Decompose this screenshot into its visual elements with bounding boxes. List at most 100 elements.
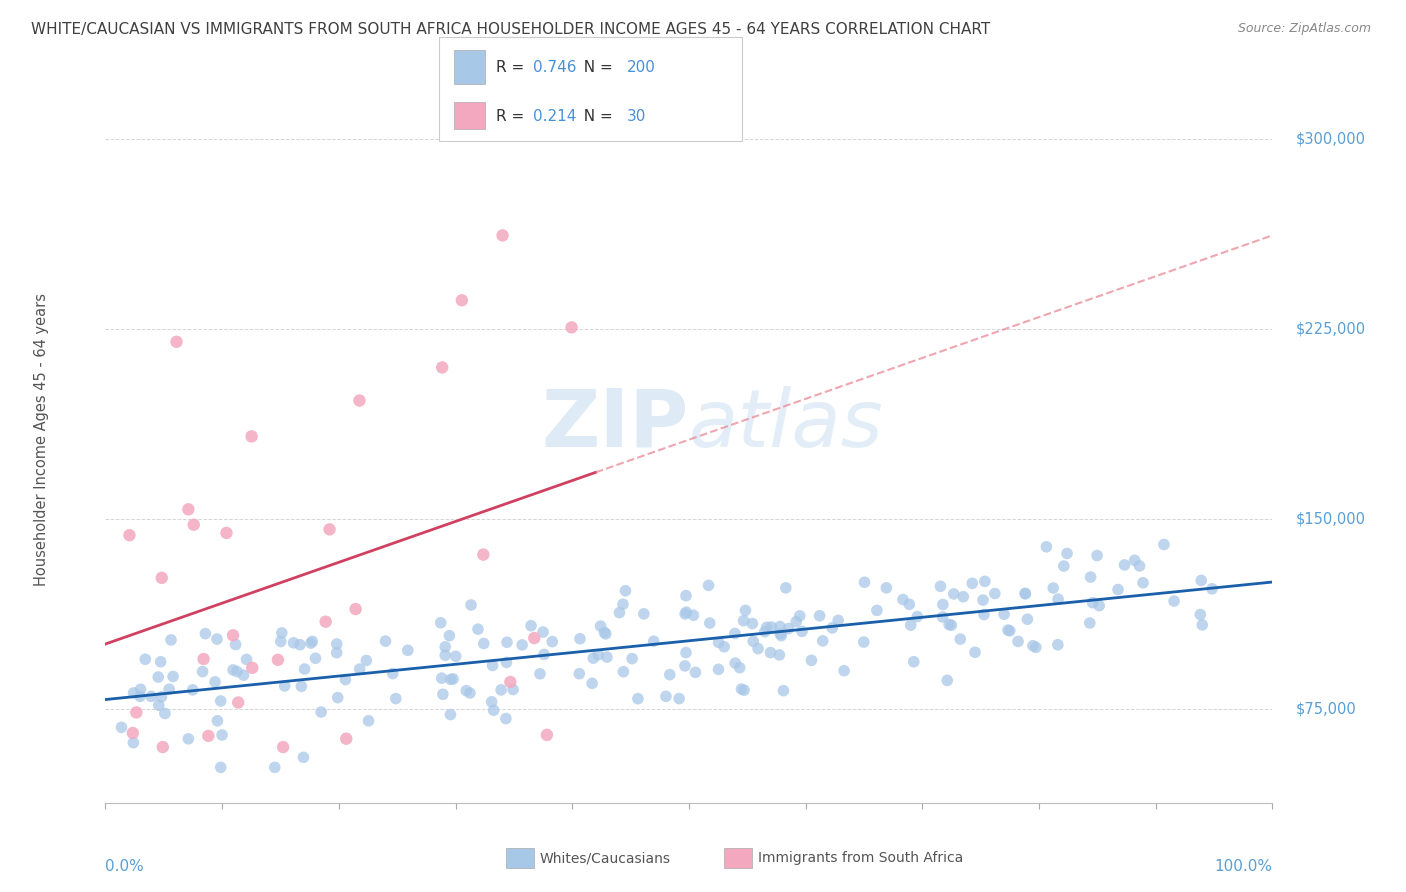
Point	[1053, 559, 1076, 574]
Point	[326, 690, 349, 705]
Point	[215, 525, 238, 540]
Point	[153, 706, 176, 721]
Point	[811, 633, 834, 648]
Point	[741, 616, 763, 631]
Point	[263, 760, 285, 774]
Text: Whites/Caucasians: Whites/Caucasians	[540, 851, 671, 865]
Point	[309, 705, 332, 719]
Point	[374, 634, 396, 648]
Point	[226, 696, 249, 710]
Point	[972, 593, 994, 607]
Point	[905, 609, 928, 624]
Point	[356, 653, 378, 667]
Text: 100.0%: 100.0%	[1215, 858, 1272, 873]
Point	[938, 617, 960, 632]
Point	[1088, 599, 1111, 613]
Point	[385, 691, 408, 706]
Point	[430, 360, 453, 375]
Text: R =: R =	[496, 109, 530, 124]
Point	[931, 610, 953, 624]
Point	[193, 652, 215, 666]
Point	[222, 628, 245, 642]
Point	[769, 627, 792, 641]
Point	[434, 640, 457, 654]
Point	[491, 228, 513, 243]
Point	[1132, 575, 1154, 590]
Point	[197, 729, 219, 743]
Point	[499, 675, 522, 690]
Point	[775, 581, 797, 595]
Point	[673, 607, 696, 621]
Point	[891, 592, 914, 607]
Point	[209, 694, 232, 708]
Text: R =: R =	[496, 60, 530, 75]
Point	[960, 576, 983, 591]
Point	[122, 686, 145, 700]
Point	[755, 620, 778, 634]
Point	[194, 626, 217, 640]
Point	[1080, 570, 1102, 584]
Point	[675, 646, 697, 660]
Point	[325, 646, 347, 660]
Point	[627, 691, 650, 706]
Point	[707, 662, 730, 676]
Point	[125, 706, 148, 720]
Text: 0.214: 0.214	[533, 109, 576, 124]
Point	[496, 635, 519, 649]
Point	[129, 690, 152, 704]
Point	[827, 613, 849, 627]
Point	[270, 626, 292, 640]
Point	[963, 645, 986, 659]
Point	[1056, 546, 1078, 560]
Point	[568, 666, 591, 681]
Point	[290, 679, 312, 693]
Point	[998, 624, 1021, 638]
Point	[1046, 638, 1069, 652]
Point	[482, 703, 505, 717]
Point	[973, 574, 995, 589]
Point	[225, 638, 247, 652]
Point	[941, 618, 963, 632]
Point	[675, 605, 697, 619]
Point	[595, 627, 617, 641]
Point	[997, 623, 1019, 637]
Point	[177, 731, 200, 746]
Point	[134, 652, 156, 666]
Point	[1017, 612, 1039, 626]
Point	[444, 649, 467, 664]
Point	[733, 683, 755, 698]
Point	[204, 674, 226, 689]
Point	[326, 637, 349, 651]
Point	[129, 682, 152, 697]
Point	[335, 731, 357, 746]
Point	[658, 667, 681, 681]
Point	[761, 620, 783, 634]
Point	[162, 669, 184, 683]
Point	[1081, 596, 1104, 610]
Point	[903, 655, 925, 669]
Point	[205, 632, 228, 646]
Point	[183, 517, 205, 532]
Point	[673, 658, 696, 673]
Point	[441, 672, 464, 686]
Point	[148, 670, 170, 684]
Point	[531, 625, 554, 640]
Point	[529, 666, 551, 681]
Text: N =: N =	[574, 109, 617, 124]
Point	[1014, 586, 1036, 600]
Point	[561, 320, 583, 334]
Point	[614, 583, 637, 598]
Point	[852, 635, 875, 649]
Point	[747, 641, 769, 656]
Point	[181, 682, 204, 697]
Point	[139, 690, 162, 704]
Point	[759, 646, 782, 660]
Point	[769, 619, 792, 633]
Point	[800, 653, 823, 667]
Point	[396, 643, 419, 657]
Point	[110, 720, 132, 734]
Point	[821, 621, 844, 635]
Point	[643, 634, 665, 648]
Point	[697, 578, 720, 592]
Point	[1022, 639, 1045, 653]
